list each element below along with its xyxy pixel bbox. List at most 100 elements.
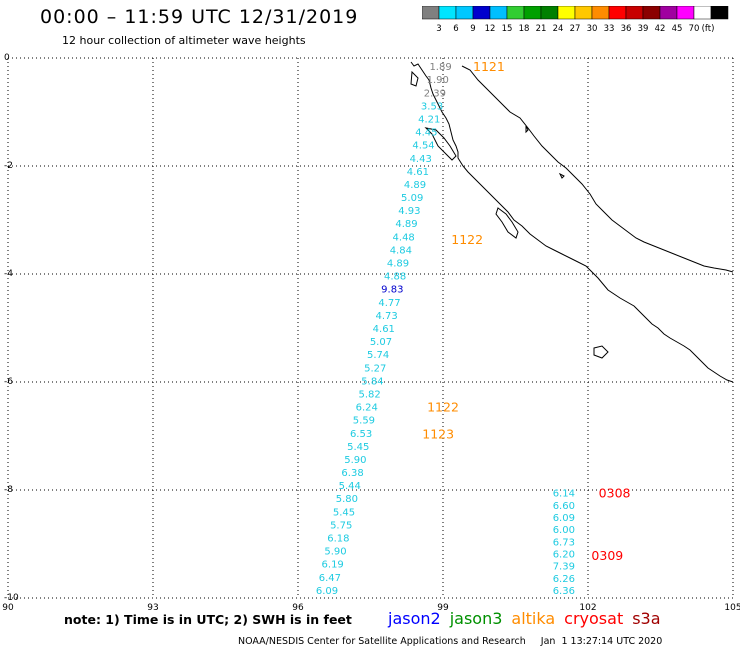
- wave-height-value: 4.77: [378, 298, 400, 309]
- colorbar-swatch: [710, 6, 729, 20]
- wave-height-value: 4.21: [418, 114, 440, 125]
- wave-height-value: 6.47: [319, 573, 341, 584]
- colorbar-tick-label: 12: [485, 24, 496, 34]
- coastline-sumatra: [410, 61, 734, 383]
- colorbar-tick-label: 21: [536, 24, 547, 34]
- wave-height-value: 3.53: [421, 101, 443, 112]
- coastline-islet-2: [525, 125, 529, 134]
- wave-height-value: 6.53: [350, 429, 372, 440]
- coastline-enggano: [593, 345, 609, 359]
- wave-height-value: 6.38: [341, 468, 363, 479]
- colorbar-tick-label: 15: [502, 24, 513, 34]
- wave-height-value: 7.39: [553, 562, 575, 573]
- pass-time-label: 1122: [427, 399, 459, 414]
- wave-height-value: 1.90: [427, 75, 449, 86]
- colorbar-tick-label: 27: [570, 24, 581, 34]
- legend-item-s3a: s3a: [632, 609, 661, 628]
- map-subtitle: 12 hour collection of altimeter wave hei…: [62, 34, 306, 47]
- footer-note: note: 1) Time is in UTC; 2) SWH is in fe…: [64, 612, 352, 627]
- credit-line: NOAA/NESDIS Center for Satellite Applica…: [238, 636, 663, 647]
- colorbar-tick-label: 30: [587, 24, 598, 34]
- x-tick-label: 90: [2, 603, 14, 610]
- colorbar-tick-label: 70: [689, 24, 700, 34]
- x-tick-label: 99: [437, 603, 449, 610]
- colorbar-tick-label: 9: [470, 24, 475, 34]
- wave-height-value: 4.89: [404, 180, 426, 191]
- wave-height-value: 6.00: [553, 525, 575, 536]
- wave-height-value: 5.27: [364, 363, 386, 374]
- wave-height-value: 6.18: [327, 534, 349, 545]
- legend-item-altika: altika: [511, 609, 556, 628]
- colorbar-tick-label: 45: [672, 24, 683, 34]
- wave-height-value: 5.45: [333, 507, 355, 518]
- coastline-nias: [424, 127, 457, 161]
- coastline-siberut: [495, 207, 519, 239]
- wave-height-value: 5.45: [347, 442, 369, 453]
- wave-height-value: 5.90: [344, 455, 366, 466]
- legend-item-jason3: jason3: [449, 609, 503, 628]
- legend-item-cryosat: cryosat: [564, 609, 624, 628]
- wave-height-value: 4.45: [415, 128, 437, 139]
- wave-height-value: 5.09: [401, 193, 423, 204]
- wave-height-value: 4.89: [395, 219, 417, 230]
- colorbar-tick-label: 42: [655, 24, 666, 34]
- colorbar-tick-label: 39: [638, 24, 649, 34]
- map-title: 00:00 – 11:59 UTC 12/31/2019: [40, 6, 359, 28]
- wave-height-value: 4.54: [412, 141, 434, 152]
- coastline: [410, 61, 734, 383]
- coastline-sumatra-east: [461, 65, 734, 273]
- wave-height-value: 6.24: [356, 403, 378, 414]
- colorbar-unit: (ft): [702, 24, 715, 34]
- wave-height-value: 4.73: [375, 311, 397, 322]
- wave-height-value: 4.88: [384, 272, 406, 283]
- pass-time-label: 0308: [599, 486, 631, 501]
- x-tick-label: 105: [724, 603, 740, 610]
- y-tick-label: 0: [4, 53, 10, 63]
- altimeter-track-east: 6.146.606.096.006.736.20 7.396.266.36: [553, 489, 575, 597]
- pass-time-label: 1122: [451, 232, 483, 247]
- wave-height-value: 6.14: [553, 489, 575, 500]
- wave-height-value: 5.07: [370, 337, 392, 348]
- wave-height-value: 5.74: [367, 350, 389, 361]
- pass-time-labels: 1121 1122 1122 1123 0308 0309: [422, 59, 630, 563]
- colorbar-tick-label: 3: [436, 24, 441, 34]
- wave-height-value: 4.48: [393, 232, 415, 243]
- wave-height-value: 5.90: [324, 547, 346, 558]
- wave-height-value: 4.93: [398, 206, 420, 217]
- wave-height-value: 4.84: [390, 245, 412, 256]
- wave-height-value: 5.75: [330, 520, 352, 531]
- altimeter-track-main: 1.89 1.90 2.39 3.53 4.21 4.45 4.54 4.43 4.61 4.89…: [316, 62, 452, 597]
- wave-height-value: 6.20: [553, 549, 575, 560]
- wave-height-value: 4.61: [373, 324, 395, 335]
- colorbar-tick-label: 33: [604, 24, 615, 34]
- pass-time-label: 0309: [591, 548, 623, 563]
- wave-height-value: 6.36: [553, 586, 575, 597]
- legend-item-jason2: jason2: [388, 609, 441, 628]
- colorbar-tick-label: 6: [453, 24, 458, 34]
- wave-height-value: 5.84: [361, 376, 383, 387]
- wave-height-value: 6.26: [553, 574, 575, 585]
- colorbar-tick-label: 18: [519, 24, 530, 34]
- y-tick-label: -2: [4, 161, 13, 171]
- wave-height-value: 5.59: [353, 416, 375, 427]
- wave-height-value: 6.60: [553, 501, 575, 512]
- colorbar-tick-label: 36: [621, 24, 632, 34]
- x-tick-label: 96: [292, 603, 304, 610]
- wave-height-value: 5.80: [336, 494, 358, 505]
- pass-time-label: 1121: [473, 59, 505, 74]
- satellite-legend: jason2 jason3 altika cryosat s3a: [388, 609, 670, 628]
- wave-height-value: 6.73: [553, 537, 575, 548]
- x-tick-label: 102: [579, 603, 596, 610]
- colorbar-tick-label: 24: [553, 24, 564, 34]
- wave-height-value: 4.61: [407, 167, 429, 178]
- lat-lon-grid: 90 93 96 99 102 105 0 -2 -4 -6 -8 -10: [2, 53, 740, 610]
- wave-height-value: 1.89: [429, 62, 451, 73]
- wave-height-value: 2.39: [424, 88, 446, 99]
- coastline-islet-1: [558, 172, 565, 179]
- y-tick-label: -10: [4, 593, 19, 603]
- wave-height-value: 5.44: [339, 481, 361, 492]
- colorbar: 3 6 9 12 15 18 21 24 27 30 33 36 39 42 45 70 (ft): [422, 6, 729, 34]
- y-tick-label: -4: [4, 269, 13, 279]
- y-tick-label: -6: [4, 377, 13, 387]
- wave-height-value: 4.43: [410, 154, 432, 165]
